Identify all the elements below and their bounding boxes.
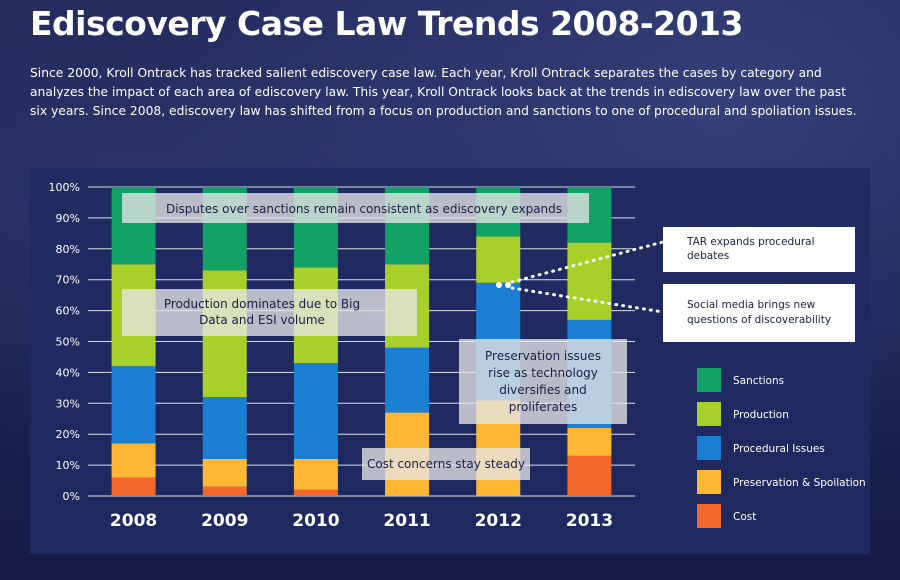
callout-tar: debates xyxy=(687,250,729,262)
legend-label: Cost xyxy=(733,511,756,523)
legend-label: Sanctions xyxy=(733,375,784,387)
annotation-preservation: Preservation issues xyxy=(485,349,601,363)
x-tick-label: 2010 xyxy=(292,511,339,531)
annotation-production: Production dominates due to Big xyxy=(164,297,360,311)
callout-social-media: questions of discoverability xyxy=(687,314,831,326)
x-tick-label: 2008 xyxy=(110,511,157,531)
callout-tar: TAR expands procedural xyxy=(686,236,815,248)
bar-segment-preservation-spoilation xyxy=(293,458,338,490)
annotation-preservation: rise as technology xyxy=(488,366,598,380)
bar-segment-procedural-issues xyxy=(385,347,430,413)
annotation-production: Data and ESI volume xyxy=(199,313,325,327)
y-tick-label: 20% xyxy=(56,428,80,441)
bar-segment-procedural-issues xyxy=(293,363,338,459)
y-tick-label: 90% xyxy=(56,212,80,225)
y-tick-label: 30% xyxy=(56,397,80,410)
callout-social-media: Social media brings new xyxy=(687,299,816,311)
bar-segment-procedural-issues xyxy=(202,397,247,459)
y-tick-label: 100% xyxy=(49,181,80,194)
legend-swatch-cost xyxy=(697,504,721,528)
x-tick-label: 2009 xyxy=(201,511,248,531)
y-tick-label: 0% xyxy=(63,490,80,503)
legend-label: Production xyxy=(733,409,789,421)
annotation-box-sanctions xyxy=(122,193,589,223)
bar-segment-cost xyxy=(567,455,612,496)
annotation-box-production xyxy=(122,289,417,336)
annotation-sanctions: Disputes over sanctions remain consisten… xyxy=(166,202,562,216)
legend-swatch-preservation-spoilation xyxy=(697,470,721,494)
y-tick-label: 10% xyxy=(56,459,80,472)
callout-connector xyxy=(510,286,665,314)
callout-box-tar xyxy=(663,227,855,272)
legend-swatch-procedural-issues xyxy=(697,436,721,460)
legend-label: Procedural Issues xyxy=(733,443,825,455)
callout-connector xyxy=(510,240,665,284)
y-tick-label: 40% xyxy=(56,366,80,379)
x-tick-label: 2013 xyxy=(566,511,613,531)
y-tick-label: 50% xyxy=(56,336,80,349)
bar-segment-preservation-spoilation xyxy=(202,458,247,487)
legend-swatch-sanctions xyxy=(697,368,721,392)
callout-dot xyxy=(505,282,511,288)
annotation-preservation: proliferates xyxy=(509,400,578,414)
bar-segment-production xyxy=(567,242,612,320)
callout-dot xyxy=(496,282,502,288)
bar-segment-production xyxy=(476,236,521,283)
x-tick-label: 2011 xyxy=(383,511,430,531)
legend-label: Preservation & Spoilation xyxy=(733,477,866,489)
annotation-box-cost xyxy=(362,448,530,480)
y-tick-label: 60% xyxy=(56,305,80,318)
bar-segment-preservation-spoilation xyxy=(567,428,612,456)
callout-box-social-media xyxy=(663,284,855,342)
bar-segment-preservation-spoilation xyxy=(111,443,156,478)
annotation-box-preservation xyxy=(459,339,627,424)
x-tick-label: 2012 xyxy=(475,511,522,531)
legend-swatch-production xyxy=(697,402,721,426)
bar-segment-cost xyxy=(111,477,156,496)
page-title: Ediscovery Case Law Trends 2008-2013 xyxy=(30,4,743,43)
bar-segment-cost xyxy=(202,486,247,496)
bar-segment-procedural-issues xyxy=(111,366,156,444)
y-tick-label: 80% xyxy=(56,243,80,256)
annotation-cost: Cost concerns stay steady xyxy=(367,457,525,471)
intro-paragraph: Since 2000, Kroll Ontrack has tracked sa… xyxy=(30,66,857,118)
annotation-preservation: diversifies and xyxy=(499,383,587,397)
bar-segment-cost xyxy=(293,489,338,496)
y-tick-label: 70% xyxy=(56,274,80,287)
